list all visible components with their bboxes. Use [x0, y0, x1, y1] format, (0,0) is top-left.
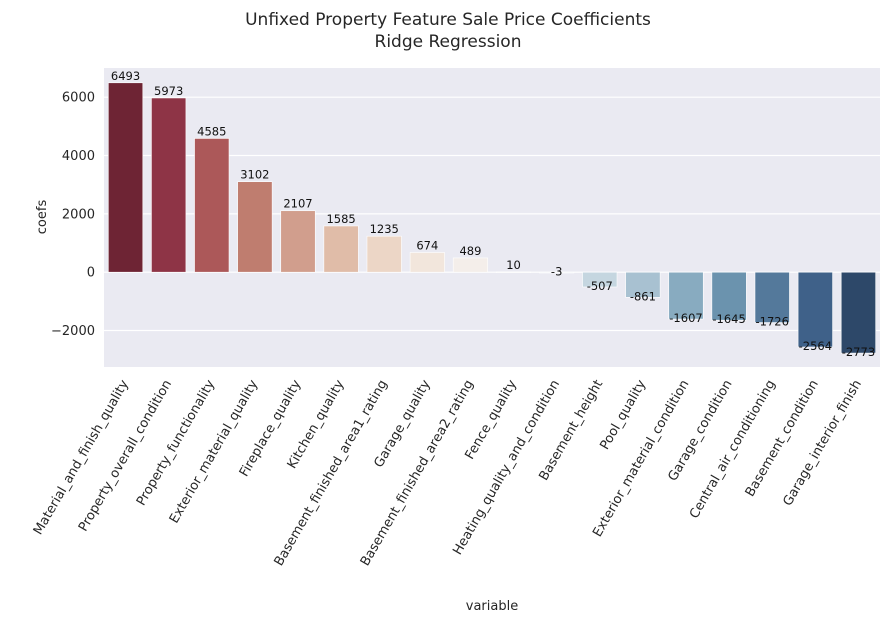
data-label-15: -1726 [756, 315, 789, 329]
gridlines [104, 96, 880, 332]
data-label-6: 1235 [370, 222, 399, 236]
bar-9 [496, 271, 532, 274]
bars [108, 82, 876, 354]
bar-4 [280, 210, 316, 273]
plot-area [104, 68, 880, 367]
data-label-5: 1585 [326, 212, 355, 226]
bar-8 [452, 257, 488, 273]
data-label-13: -1607 [669, 311, 702, 325]
bar-12 [625, 271, 661, 298]
data-label-3: 3102 [240, 168, 269, 182]
bar-6 [366, 235, 402, 273]
bar-0 [108, 82, 144, 273]
data-label-12: -861 [630, 289, 656, 303]
y-tick-label-0: −2000 [51, 324, 95, 339]
data-label-11: -507 [587, 279, 613, 293]
bar-7 [409, 252, 445, 273]
y-tick-label-1: 0 [87, 266, 95, 281]
x-axis-label: variable [466, 599, 518, 614]
bar-5 [323, 225, 359, 273]
data-label-16: -2564 [799, 339, 832, 353]
bar-11 [582, 271, 618, 288]
data-label-7: 674 [416, 239, 438, 253]
chart-title: Unfixed Property Feature Sale Price Coef… [245, 10, 651, 30]
data-label-2: 4585 [197, 124, 226, 138]
bar-13 [668, 271, 704, 320]
x-tick-label-17: Garage_interior_finish [780, 378, 864, 509]
data-label-9: 10 [506, 258, 521, 272]
y-tick-label-3: 4000 [62, 149, 95, 164]
bar-1 [151, 97, 187, 273]
x-tick-label-15: Central_air_conditioning [687, 378, 779, 522]
chart-subtitle: Ridge Regression [375, 32, 522, 52]
bar-14 [711, 271, 747, 321]
data-label-10: -3 [551, 264, 562, 278]
bar-15 [754, 271, 790, 323]
data-label-8: 489 [459, 244, 481, 258]
data-label-0: 6493 [111, 69, 140, 83]
data-labels: 6493 5973 4585 3102 2107 1585 1235 674 489 10 -3 -5… [111, 69, 875, 359]
data-label-1: 5973 [154, 84, 183, 98]
bar-10 [539, 271, 575, 274]
bar-3 [237, 181, 273, 273]
data-label-17: -2773 [842, 345, 875, 359]
x-tick-labels: Material_and_finish_qualityProperty_over… [31, 377, 865, 569]
data-label-4: 2107 [283, 197, 312, 211]
y-tick-label-4: 6000 [62, 91, 95, 106]
y-tick-labels: −2000 0 2000 4000 6000 [51, 91, 95, 339]
bar-2 [194, 138, 230, 273]
x-tick-label-3: Exterior_material_quality [167, 377, 262, 526]
bar-17 [840, 271, 876, 354]
y-axis-label: coefs [35, 200, 50, 235]
x-tick-label-2: Property_functionality [134, 377, 218, 508]
bar-16 [797, 271, 833, 348]
data-label-14: -1645 [712, 312, 745, 326]
y-tick-label-2: 2000 [62, 207, 95, 222]
